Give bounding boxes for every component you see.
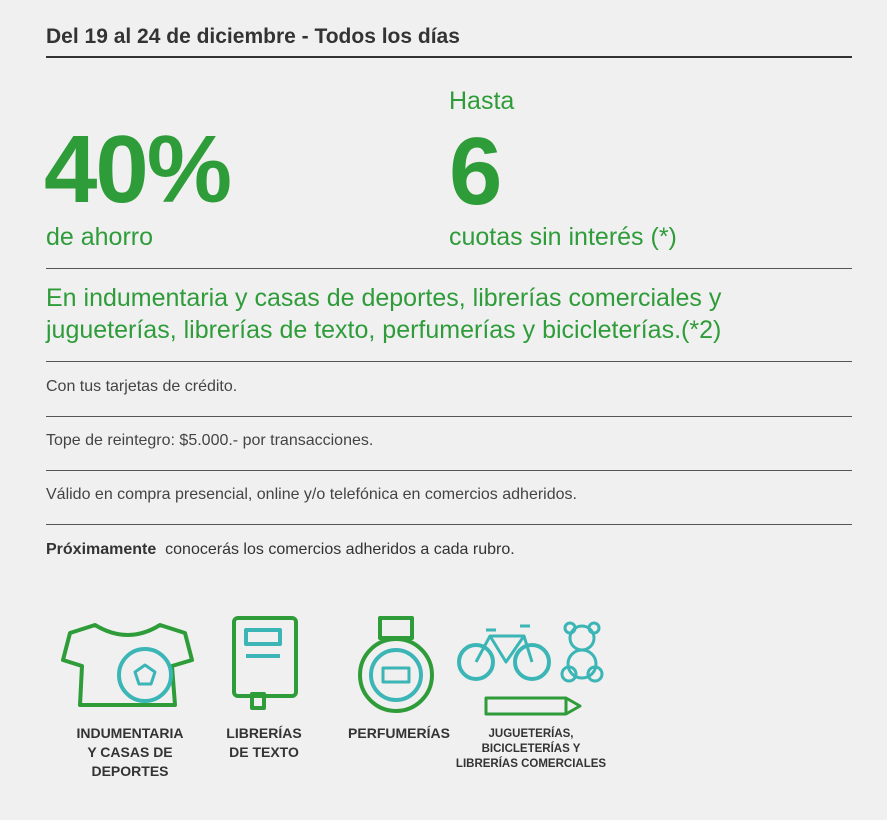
highlight-value: 40% — [44, 116, 232, 223]
title: Del 19 al 24 de diciembre - Todos los dí… — [46, 25, 460, 48]
bear-ear — [563, 621, 577, 635]
detail: Válido en compra presencial, online y/o … — [46, 486, 577, 503]
category-label: PERFUMERÍAS — [339, 724, 459, 743]
highlight-value: 6 — [449, 118, 502, 225]
bike-frame — [474, 624, 534, 664]
label-line: LIBRERÍAS COMERCIALES — [455, 758, 607, 770]
label-line: BICICLETERÍAS Y — [481, 743, 581, 755]
category-label: INDUMENTARIA Y CASAS DE DEPORTES — [55, 724, 205, 781]
rule — [46, 56, 852, 58]
detail: Tope de reintegro: $5.000.- por transacc… — [46, 432, 374, 449]
book-label — [244, 628, 282, 646]
bike-wheel — [513, 643, 551, 681]
pencil-icon — [484, 696, 582, 716]
category-label: JUGUETERÍAS, BICICLETERÍAS Y LIBRERÍAS C… — [446, 727, 616, 772]
perfume-cap — [378, 616, 414, 640]
note: Próximamente conocerás los comercios adh… — [46, 541, 515, 559]
shirt-icon — [61, 623, 194, 707]
label-line: JUGUETERÍAS, — [488, 728, 574, 740]
rule — [46, 361, 852, 362]
rule — [46, 416, 852, 417]
highlight-caption: cuotas sin interés (*) — [449, 223, 677, 251]
description-line: En indumentaria y casas de deportes, lib… — [46, 284, 722, 312]
book-mark — [250, 692, 266, 710]
category-label: LIBRERÍAS DE TEXTO — [214, 724, 314, 762]
perfume-label — [381, 666, 411, 684]
label-line: DE TEXTO — [229, 744, 299, 760]
ball-icon — [117, 647, 173, 703]
bear-body — [566, 648, 598, 680]
rule — [46, 470, 852, 471]
rule — [46, 524, 852, 525]
highlight-prefix: Hasta — [449, 87, 515, 115]
label-line: PERFUMERÍAS — [348, 725, 450, 741]
bear-leg — [560, 665, 578, 683]
note-bold: Próximamente — [46, 541, 157, 558]
bear-ear — [587, 621, 601, 635]
description-line: jugueterías, librerías de texto, perfume… — [46, 316, 722, 344]
label-line: Y CASAS DE — [87, 744, 173, 760]
note-text: conocerás los comercios adheridos a cada… — [165, 541, 515, 558]
label-line: LIBRERÍAS — [226, 725, 302, 741]
icons — [61, 616, 604, 716]
bear-leg — [586, 665, 604, 683]
label-line: INDUMENTARIA — [76, 725, 184, 741]
perfume-inner — [369, 648, 423, 702]
rule — [46, 268, 852, 269]
bike-wheel — [457, 643, 495, 681]
highlight-caption: de ahorro — [46, 223, 154, 251]
detail: Con tus tarjetas de crédito. — [46, 378, 238, 395]
label-line: DEPORTES — [91, 763, 169, 779]
ball-pattern — [133, 663, 157, 686]
perfume-bottle — [358, 637, 434, 713]
